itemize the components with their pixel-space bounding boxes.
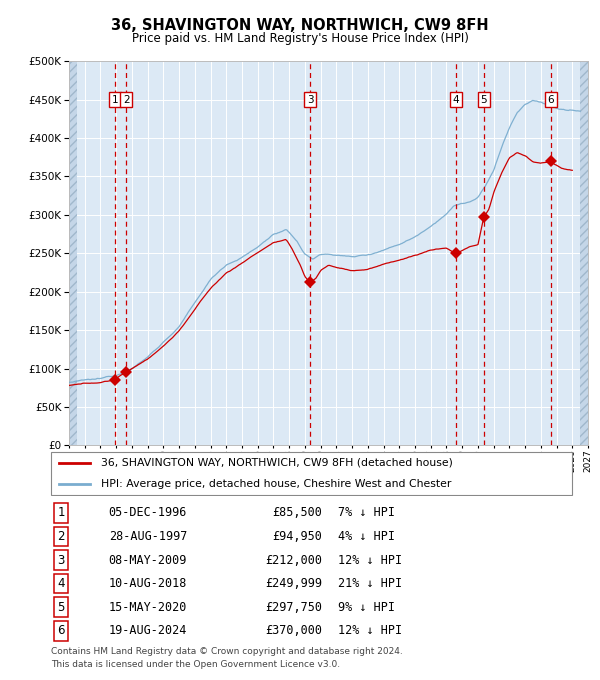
Text: £370,000: £370,000 <box>266 624 323 637</box>
Text: 3: 3 <box>307 95 314 105</box>
Text: £212,000: £212,000 <box>266 554 323 566</box>
Text: 5: 5 <box>481 95 487 105</box>
Text: 5: 5 <box>58 600 65 614</box>
Text: 7% ↓ HPI: 7% ↓ HPI <box>338 507 395 520</box>
Text: £249,999: £249,999 <box>266 577 323 590</box>
Text: £94,950: £94,950 <box>272 530 323 543</box>
Text: 15-MAY-2020: 15-MAY-2020 <box>109 600 187 614</box>
Text: Contains HM Land Registry data © Crown copyright and database right 2024.: Contains HM Land Registry data © Crown c… <box>51 647 403 656</box>
Text: 19-AUG-2024: 19-AUG-2024 <box>109 624 187 637</box>
Text: 2: 2 <box>58 530 65 543</box>
Text: 08-MAY-2009: 08-MAY-2009 <box>109 554 187 566</box>
Text: 1: 1 <box>112 95 118 105</box>
Text: 21% ↓ HPI: 21% ↓ HPI <box>338 577 403 590</box>
Text: 9% ↓ HPI: 9% ↓ HPI <box>338 600 395 614</box>
Text: 4: 4 <box>453 95 460 105</box>
Text: £85,500: £85,500 <box>272 507 323 520</box>
Text: 28-AUG-1997: 28-AUG-1997 <box>109 530 187 543</box>
Text: 2: 2 <box>123 95 130 105</box>
Text: 3: 3 <box>58 554 65 566</box>
Bar <box>580 61 588 445</box>
Text: 6: 6 <box>547 95 554 105</box>
FancyBboxPatch shape <box>50 452 572 494</box>
Text: This data is licensed under the Open Government Licence v3.0.: This data is licensed under the Open Gov… <box>51 660 340 668</box>
Text: £297,750: £297,750 <box>266 600 323 614</box>
Text: 4: 4 <box>58 577 65 590</box>
Text: 36, SHAVINGTON WAY, NORTHWICH, CW9 8FH (detached house): 36, SHAVINGTON WAY, NORTHWICH, CW9 8FH (… <box>101 458 452 468</box>
Text: 36, SHAVINGTON WAY, NORTHWICH, CW9 8FH: 36, SHAVINGTON WAY, NORTHWICH, CW9 8FH <box>111 18 489 33</box>
Text: 10-AUG-2018: 10-AUG-2018 <box>109 577 187 590</box>
Text: 6: 6 <box>58 624 65 637</box>
Text: Price paid vs. HM Land Registry's House Price Index (HPI): Price paid vs. HM Land Registry's House … <box>131 32 469 46</box>
Text: 1: 1 <box>58 507 65 520</box>
Text: 12% ↓ HPI: 12% ↓ HPI <box>338 624 403 637</box>
Bar <box>69 61 77 445</box>
Text: 05-DEC-1996: 05-DEC-1996 <box>109 507 187 520</box>
Text: HPI: Average price, detached house, Cheshire West and Chester: HPI: Average price, detached house, Ches… <box>101 479 451 489</box>
Text: 4% ↓ HPI: 4% ↓ HPI <box>338 530 395 543</box>
Text: 12% ↓ HPI: 12% ↓ HPI <box>338 554 403 566</box>
